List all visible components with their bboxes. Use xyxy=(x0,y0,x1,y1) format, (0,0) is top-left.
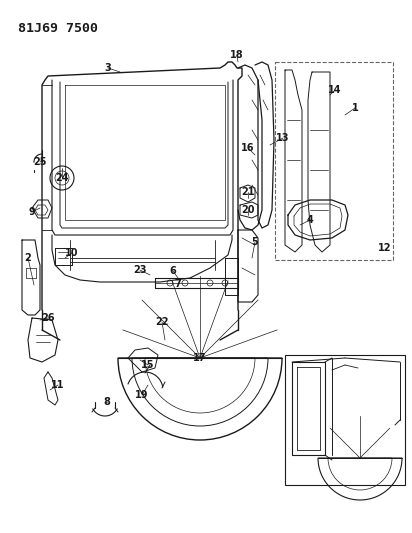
Text: 18: 18 xyxy=(230,50,244,60)
Text: 14: 14 xyxy=(328,85,342,95)
Text: 5: 5 xyxy=(252,237,258,247)
Text: 26: 26 xyxy=(41,313,55,323)
Text: 22: 22 xyxy=(155,317,169,327)
Text: 17: 17 xyxy=(193,353,207,363)
Text: 3: 3 xyxy=(105,63,111,73)
Text: 15: 15 xyxy=(141,360,155,370)
Text: 23: 23 xyxy=(133,265,147,275)
Text: 6: 6 xyxy=(170,266,176,276)
Text: 21: 21 xyxy=(241,187,255,197)
Text: 16: 16 xyxy=(241,143,255,153)
Text: 9: 9 xyxy=(28,207,35,217)
Bar xyxy=(275,62,393,260)
Text: 10: 10 xyxy=(65,248,79,258)
Text: 8: 8 xyxy=(103,397,110,407)
Text: 2: 2 xyxy=(25,253,31,263)
Text: 81J69 7500: 81J69 7500 xyxy=(18,22,98,35)
Text: 19: 19 xyxy=(135,390,149,400)
Text: 20: 20 xyxy=(241,205,255,215)
Text: 4: 4 xyxy=(307,215,314,225)
Text: 7: 7 xyxy=(175,279,181,289)
Bar xyxy=(285,355,405,485)
Text: 24: 24 xyxy=(55,173,69,183)
Text: 13: 13 xyxy=(276,133,290,143)
Text: 12: 12 xyxy=(378,243,392,253)
Text: 25: 25 xyxy=(33,157,47,167)
Text: 11: 11 xyxy=(51,380,65,390)
Text: 1: 1 xyxy=(351,103,358,113)
